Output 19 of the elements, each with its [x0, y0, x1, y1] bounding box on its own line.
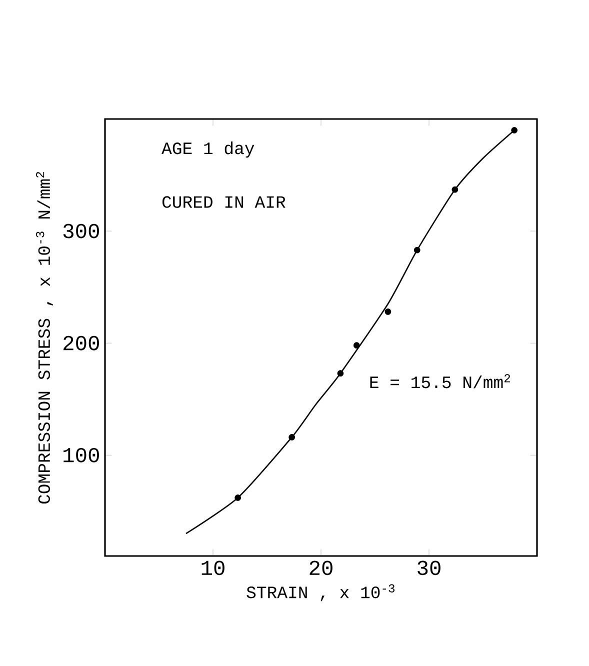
point: [288, 434, 296, 440]
x-tick-label: 10: [202, 560, 224, 576]
point: [337, 370, 344, 377]
y-tick-label: 100: [64, 448, 99, 462]
y-tick-label: 200: [64, 336, 99, 350]
point: [353, 342, 360, 349]
annotation: CURED IN AIR: [162, 196, 286, 208]
point: [414, 246, 420, 254]
annotation: E = 15.5 N/mm$^{2}$: [370, 374, 510, 388]
y-tick-label: 300: [63, 224, 99, 238]
point: [234, 494, 242, 501]
annotation: AGE 1 day: [162, 142, 254, 158]
point: [452, 186, 458, 193]
y-axis-title: COMPRESSION STRESS , x 10$^{-3}$ N/mm$^{2}$: [36, 172, 53, 504]
point: [384, 308, 392, 315]
point: [511, 127, 518, 134]
x-tick-label: 20: [310, 560, 332, 576]
x-axis-title: STRAIN , x 10$^{-3}$: [246, 584, 395, 602]
x-tick-label: 30: [418, 560, 440, 576]
